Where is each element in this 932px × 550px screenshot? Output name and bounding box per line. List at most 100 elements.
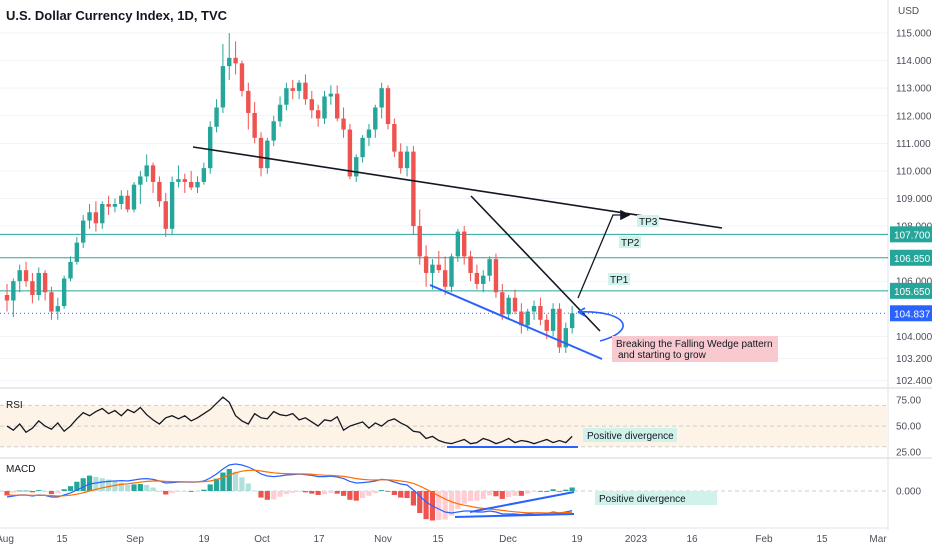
candle-body	[258, 137, 264, 169]
candle-body	[487, 259, 492, 276]
candle-body	[341, 118, 346, 130]
macd-histogram-bar	[404, 491, 410, 499]
candle-body	[563, 328, 568, 348]
macd-histogram-bar	[17, 490, 23, 492]
x-tick-label: 15	[56, 534, 68, 545]
candle-body	[4, 295, 10, 301]
candle-body	[176, 179, 181, 182]
rsi-tick-label: 25.00	[896, 447, 921, 458]
candle-body	[538, 306, 543, 320]
macd-histogram-bar	[29, 491, 35, 493]
macd-divergence-label: Positive divergence	[599, 494, 686, 505]
macd-histogram-bar	[385, 491, 391, 492]
macd-histogram-bar	[347, 491, 353, 500]
wedge-lower-line	[429, 284, 603, 360]
candle-body	[500, 292, 505, 315]
macd-histogram-bar	[417, 491, 423, 513]
candle-body	[360, 137, 365, 158]
x-tick-label: Aug	[0, 534, 14, 545]
macd-histogram-bar	[353, 491, 359, 501]
price-tick-label: 112.000	[896, 111, 932, 122]
price-label-bg	[890, 226, 932, 243]
price-label: 106.850	[894, 254, 931, 265]
candle-body	[411, 151, 416, 227]
candle-body	[182, 179, 187, 182]
candle-body	[265, 140, 270, 169]
macd-divergence-line-low	[454, 513, 575, 518]
x-tick-label: 2023	[625, 534, 648, 545]
candle-body	[17, 270, 22, 282]
macd-histogram-bar	[321, 491, 328, 495]
candle-body	[163, 201, 168, 229]
candle-body	[309, 99, 314, 111]
price-label-bg	[890, 249, 932, 266]
macd-histogram-bar	[537, 491, 543, 492]
candle-body	[68, 261, 73, 279]
price-tick-label: 102.400	[896, 376, 932, 387]
macd-histogram-bar	[169, 491, 175, 494]
price-tick-label: 111.000	[896, 139, 931, 150]
macd-histogram-bar	[531, 491, 537, 492]
macd-signal-line	[6, 469, 573, 514]
candle-body	[74, 242, 80, 262]
candle-body	[195, 181, 200, 188]
macd-histogram-bar	[480, 491, 486, 499]
breakout-pointer-head	[577, 307, 586, 317]
macd-histogram-bar	[550, 489, 556, 491]
macd-histogram-bar	[144, 484, 150, 491]
candle-body	[239, 63, 245, 91]
candle-body	[468, 256, 473, 273]
macd-histogram-bar	[296, 491, 302, 492]
macd-histogram-bar	[398, 491, 404, 498]
candle-body	[55, 306, 60, 312]
macd-divergence-line-hist	[469, 491, 575, 513]
candle-body	[169, 181, 175, 229]
macd-histogram-bar	[80, 478, 86, 491]
candle-body	[315, 110, 321, 119]
candle-body	[201, 168, 207, 182]
macd-histogram-bar	[315, 491, 321, 495]
rsi-tick-label: 50.00	[896, 422, 921, 433]
macd-histogram-bar	[474, 491, 480, 501]
candle-body	[322, 96, 327, 119]
macd-histogram-bar	[226, 469, 232, 491]
candle-body	[550, 308, 556, 331]
macd-histogram-bar	[448, 491, 455, 516]
macd-histogram-bar	[233, 471, 239, 491]
candle-body	[544, 319, 549, 331]
price-tick-label: 106.000	[896, 277, 932, 288]
x-tick-label: Nov	[374, 534, 392, 545]
macd-histogram-bar	[150, 487, 156, 491]
macd-histogram-bar	[461, 491, 467, 504]
rsi-line	[6, 396, 573, 445]
projection-arrow	[577, 209, 631, 299]
x-tick-label: 16	[686, 534, 698, 545]
macd-histogram-bar	[544, 491, 550, 492]
price-tick-label: 109.000	[896, 194, 932, 205]
macd-histogram-bar	[207, 484, 213, 491]
macd-histogram-bar	[93, 476, 99, 491]
macd-histogram-bar	[499, 491, 505, 499]
candle-body	[87, 212, 92, 221]
macd-histogram-bar	[328, 491, 334, 493]
annotation-box	[612, 336, 778, 362]
candle-body	[138, 176, 143, 185]
macd-histogram-bar	[512, 491, 518, 496]
macd-histogram-bar	[423, 491, 429, 520]
candle-body	[449, 256, 454, 287]
target-tag-bg	[637, 215, 659, 227]
x-tick-label: 15	[816, 534, 828, 545]
candle-body	[392, 124, 397, 152]
candle-body	[157, 181, 162, 202]
macd-tick-label: 0.000	[896, 487, 921, 498]
macd-histogram-bar	[163, 491, 169, 495]
macd-histogram-bar	[506, 491, 512, 498]
macd-histogram-bar	[4, 491, 10, 496]
macd-histogram-bar	[74, 481, 80, 491]
macd-histogram-bar	[487, 491, 493, 496]
wedge-upper-line	[470, 195, 601, 332]
candle-body	[144, 165, 149, 177]
x-tick-label: Mar	[869, 534, 887, 545]
resistance-trendline	[192, 146, 723, 229]
